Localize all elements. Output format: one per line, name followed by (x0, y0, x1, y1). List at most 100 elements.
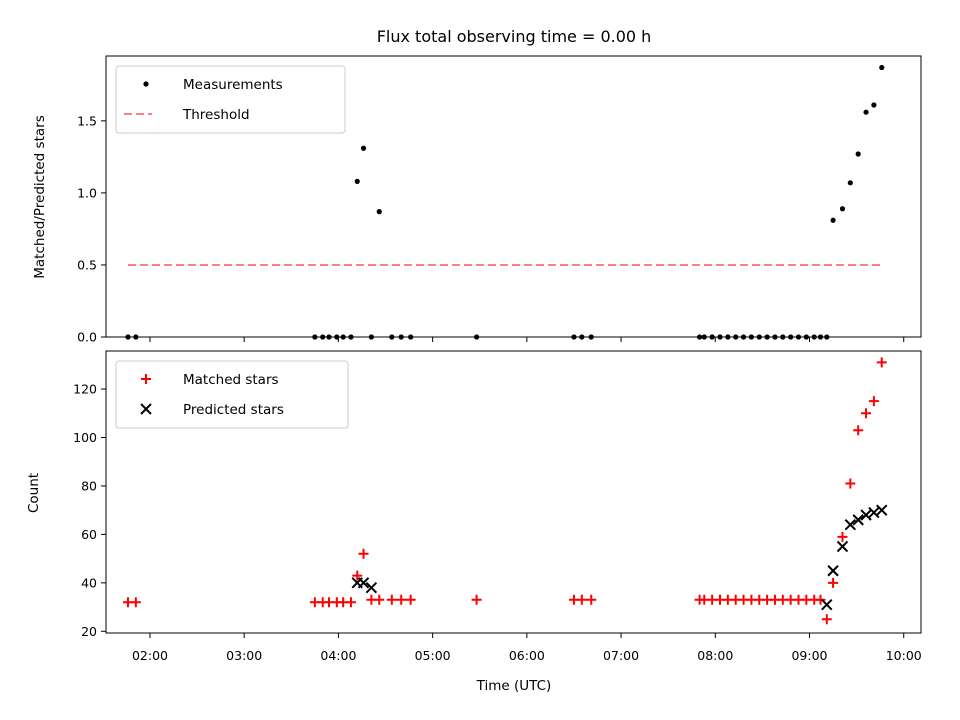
measurement-point (811, 334, 817, 340)
measurement-point (133, 334, 139, 340)
x-tick-label: 08:00 (697, 648, 733, 663)
matched-stars-point (405, 594, 416, 605)
bottom-y-tick-label: 60 (81, 527, 97, 542)
measurement-point (839, 206, 846, 212)
measurement-point (855, 151, 861, 157)
bottom-y-tick-label: 80 (81, 478, 97, 493)
measurement-point (125, 334, 131, 340)
matched-stars-point (868, 396, 879, 407)
matched-stars-point (576, 594, 587, 605)
matched-stars-point (853, 425, 864, 436)
legend-label: Measurements (183, 77, 283, 93)
top-axes-frame (105, 55, 922, 338)
measurement-point (348, 334, 354, 340)
legend-matched-marker (141, 374, 151, 384)
measurement-point (788, 334, 794, 340)
top-y-tick-label: 1.5 (77, 113, 97, 128)
top-y-tick-label: 1.0 (77, 185, 97, 200)
x-tick-label: 02:00 (132, 648, 168, 663)
predicted-stars-point (827, 565, 839, 577)
legend-label: Predicted stars (183, 402, 284, 418)
x-tick-label: 10:00 (886, 648, 922, 663)
matched-stars-point (815, 594, 826, 605)
measurement-point (360, 145, 367, 151)
x-tick-label: 05:00 (415, 648, 451, 663)
measurement-point (709, 334, 715, 340)
measurement-point (340, 334, 346, 340)
measurement-point (824, 334, 830, 340)
measurement-point (740, 334, 747, 340)
legend-box (115, 360, 349, 429)
bottom-y-axis-label: Count (26, 473, 42, 513)
measurement-point (756, 334, 762, 340)
measurement-point (354, 178, 360, 184)
x-tick-label: 09:00 (791, 648, 827, 663)
measurement-point (320, 334, 326, 340)
measurement-point (795, 334, 802, 340)
measurement-point (817, 334, 824, 340)
top-panel: 0.0 0.5 1.0 1.5 Measurements Threshold (77, 55, 922, 345)
measurement-point (725, 334, 731, 340)
bottom-legend: Matched stars Predicted stars (115, 360, 349, 429)
matched-stars-point (352, 570, 363, 581)
measurement-point (326, 334, 332, 340)
measurement-point (764, 334, 770, 340)
matched-stars-point (130, 597, 141, 608)
measurement-point (830, 217, 836, 223)
matched-stars-point (821, 614, 832, 625)
measurement-point (696, 334, 703, 340)
measurement-point (780, 334, 786, 340)
measurement-point (772, 334, 778, 340)
top-y-tick-label: 0.0 (77, 330, 97, 345)
matched-stars-point (828, 577, 839, 588)
bottom-panel: 02:00 03:00 04:00 05:00 06:00 07:00 08:00 09:00… (73, 350, 922, 663)
measurement-point (398, 334, 404, 340)
matched-stars-point (345, 597, 356, 608)
predicted-stars-point (836, 540, 849, 553)
x-tick-label: 06:00 (509, 648, 545, 663)
measurement-point (803, 334, 809, 340)
predicted-stars-point (876, 504, 888, 516)
predicted-stars-point (860, 509, 872, 521)
matched-stars-point (374, 594, 385, 605)
measurement-point (588, 334, 594, 340)
measurement-point (389, 334, 395, 340)
matched-stars-point (396, 594, 407, 605)
matched-stars-point (861, 408, 872, 419)
matched-stars-point (845, 478, 856, 489)
measurement-point (376, 209, 382, 215)
x-tick-label: 07:00 (603, 648, 639, 663)
predicted-stars-point (357, 577, 370, 589)
legend-label: Threshold (182, 107, 250, 123)
predicted-stars-point (868, 506, 880, 519)
matched-stars-point (586, 594, 597, 605)
predicted-stars-point (365, 581, 378, 594)
measurement-point (334, 334, 340, 340)
measurement-point (717, 334, 723, 340)
legend-measurement-marker (143, 81, 149, 87)
bottom-axes-frame (105, 350, 922, 634)
measurement-point (571, 334, 577, 340)
measurement-point (879, 64, 885, 71)
top-legend: Measurements Threshold (115, 65, 346, 134)
measurement-point (368, 334, 374, 340)
measurement-point (871, 102, 877, 108)
legend-box (115, 65, 346, 134)
predicted-stars-point (852, 514, 864, 526)
x-tick-label: 04:00 (320, 648, 356, 663)
matched-stars-point (471, 594, 482, 605)
chart-title: Flux total observing time = 0.00 h (377, 27, 652, 46)
measurement-point (748, 334, 755, 340)
matched-stars-point (876, 357, 887, 368)
measurement-point (473, 334, 480, 340)
measurement-point (701, 334, 707, 340)
matched-stars-point (386, 594, 397, 605)
measurement-point (863, 109, 869, 115)
bottom-y-tick-label: 100 (73, 430, 97, 445)
matched-stars-point (837, 531, 848, 542)
measurement-point (312, 334, 318, 340)
measurement-point (408, 334, 414, 340)
measurement-point (847, 180, 853, 186)
predicted-stars-point (821, 598, 833, 611)
